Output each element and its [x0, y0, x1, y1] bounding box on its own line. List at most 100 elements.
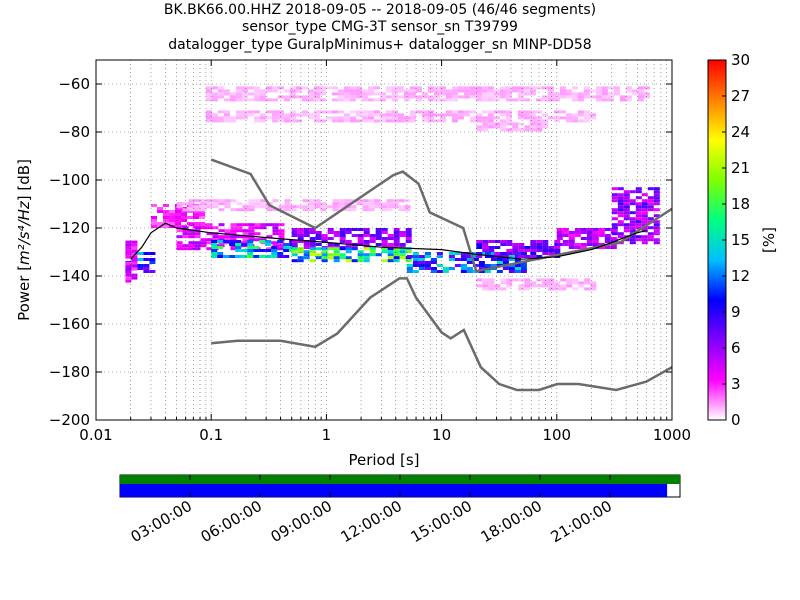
heatmap-cell	[418, 258, 425, 261]
heatmap-cell	[125, 276, 132, 280]
heatmap-cell	[496, 270, 503, 273]
heatmap-cell	[460, 252, 467, 255]
heatmap-cell	[254, 205, 261, 209]
heatmap-cell	[439, 116, 446, 120]
heatmap-cell	[460, 264, 467, 267]
heatmap-cell	[641, 235, 648, 239]
heatmap-cell	[635, 202, 642, 206]
colorbar-tick-label: 27	[731, 87, 750, 105]
heatmap-cell	[554, 287, 561, 291]
heatmap-cell	[404, 199, 411, 203]
heatmap-cell	[367, 89, 374, 93]
heatmap-cell	[176, 244, 183, 248]
heatmap-cell	[598, 228, 605, 231]
heatmap-cell	[229, 119, 236, 123]
heatmap-cell	[321, 250, 328, 254]
heatmap-cell	[451, 113, 458, 117]
heatmap-cell	[332, 199, 339, 203]
heatmap-cell	[212, 226, 219, 230]
heatmap-cell	[604, 228, 611, 231]
heatmap-cell	[218, 223, 225, 227]
heatmap-cell	[574, 243, 581, 246]
heatmap-cell	[349, 110, 356, 114]
heatmap-cell	[361, 98, 368, 102]
heatmap-cell	[355, 89, 362, 93]
heatmap-cell	[535, 86, 542, 90]
heatmap-cell	[424, 261, 431, 264]
heatmap-cell	[169, 213, 175, 216]
heatmap-cell	[643, 95, 650, 99]
colorbar-tick-label: 0	[731, 411, 741, 429]
heatmap-cell	[315, 231, 322, 234]
heatmap-cell	[542, 122, 549, 126]
heatmap-cell	[375, 253, 382, 257]
heatmap-cell	[500, 255, 507, 258]
heatmap-cell	[548, 246, 555, 249]
heatmap-cell	[199, 210, 205, 213]
heatmap-cell	[554, 284, 561, 288]
heatmap-cell	[518, 278, 525, 282]
heatmap-cell	[349, 98, 356, 102]
heatmap-cell	[363, 243, 370, 246]
heatmap-cell	[553, 116, 560, 120]
heatmap-cell	[200, 205, 207, 209]
heatmap-cell	[484, 270, 491, 273]
heatmap-cell	[289, 119, 296, 123]
heatmap-cell	[653, 229, 660, 233]
heatmap-cell	[125, 264, 132, 268]
heatmap-cell	[291, 240, 298, 243]
heatmap-cell	[518, 128, 525, 132]
heatmap-cell	[643, 92, 650, 96]
heatmap-cell	[176, 202, 183, 206]
heatmap-cell	[629, 220, 636, 224]
heatmap-cell	[313, 92, 320, 96]
heatmap-cell	[223, 89, 230, 93]
heatmap-cell	[181, 210, 187, 213]
heatmap-cell	[248, 208, 255, 212]
heatmap-cell	[653, 238, 660, 242]
heatmap-cell	[253, 86, 260, 90]
heatmap-cell	[363, 247, 370, 251]
heatmap-cell	[517, 89, 524, 93]
heatmap-cell	[487, 98, 494, 102]
heatmap-cell	[131, 249, 138, 253]
heatmap-cell	[339, 256, 346, 260]
heatmap-cell	[514, 270, 521, 273]
heatmap-cell	[623, 211, 630, 215]
heatmap-cell	[529, 89, 536, 93]
heatmap-cell	[415, 89, 422, 93]
heatmap-cell	[230, 238, 237, 242]
heatmap-cell	[529, 92, 536, 96]
heatmap-cell	[393, 237, 400, 240]
heatmap-cell	[592, 243, 599, 246]
heatmap-cell	[137, 252, 144, 255]
heatmap-cell	[541, 95, 548, 99]
heatmap-cell	[271, 255, 278, 258]
heatmap-cell	[357, 259, 364, 263]
heatmap-cell	[505, 110, 512, 114]
heatmap-cell	[369, 240, 376, 243]
heatmap-cell	[472, 264, 479, 267]
heatmap-cell	[361, 110, 368, 114]
heatmap-cell	[494, 246, 501, 249]
heatmap-cell	[218, 238, 225, 242]
heatmap-cell	[451, 110, 458, 114]
heatmap-cell	[349, 119, 356, 123]
heatmap-cell	[476, 243, 483, 246]
heatmap-cell	[469, 119, 476, 123]
heatmap-cell	[508, 258, 515, 261]
heatmap-cell	[391, 98, 398, 102]
heatmap-cell	[448, 267, 455, 270]
heatmap-cell	[611, 229, 618, 233]
heatmap-cell	[506, 252, 513, 255]
heatmap-cell	[248, 199, 255, 203]
heatmap-cell	[568, 240, 575, 243]
heatmap-cell	[278, 232, 285, 236]
heatmap-cell	[499, 92, 506, 96]
heatmap-cell	[631, 92, 638, 96]
heatmap-cell	[589, 89, 596, 93]
heatmap-cell	[331, 119, 338, 123]
heatmap-cell	[487, 110, 494, 114]
heatmap-cell	[309, 247, 316, 251]
